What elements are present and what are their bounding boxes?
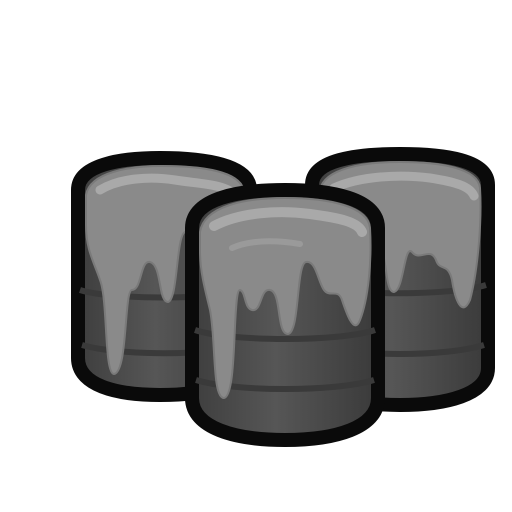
goo-front: [199, 196, 372, 400]
barrel-front: [185, 183, 385, 447]
